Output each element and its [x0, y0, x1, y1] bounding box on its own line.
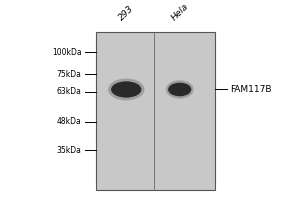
Text: Hela: Hela	[169, 2, 190, 23]
Ellipse shape	[166, 80, 194, 99]
Ellipse shape	[111, 81, 141, 98]
Text: 35kDa: 35kDa	[57, 146, 82, 155]
Text: 48kDa: 48kDa	[57, 117, 82, 126]
FancyBboxPatch shape	[97, 32, 215, 190]
Ellipse shape	[168, 83, 191, 96]
Ellipse shape	[108, 78, 144, 100]
Text: 100kDa: 100kDa	[52, 48, 82, 57]
Text: FAM117B: FAM117B	[230, 85, 272, 94]
Text: 293: 293	[117, 4, 136, 23]
Text: 63kDa: 63kDa	[57, 87, 82, 96]
Text: 75kDa: 75kDa	[57, 70, 82, 79]
